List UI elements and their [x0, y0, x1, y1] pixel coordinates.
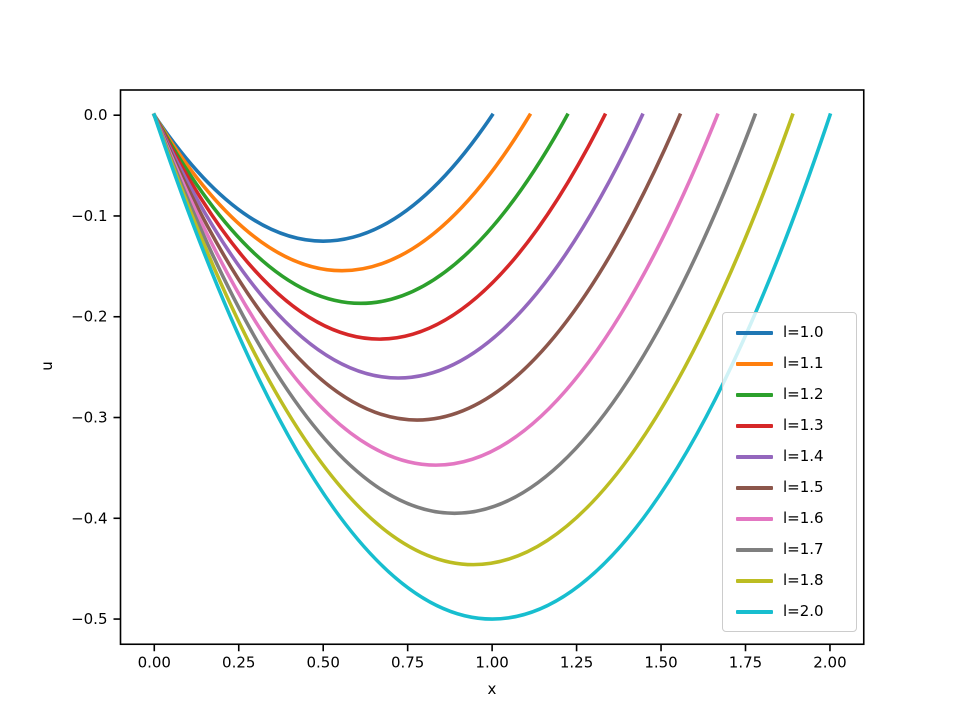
y-tick-label: −0.2 — [71, 308, 107, 326]
series-line-l=1.3 — [151, 112, 608, 341]
legend-label: l=1.5 — [783, 478, 824, 496]
legend-label: l=1.7 — [783, 540, 824, 558]
series-line-l=1.7 — [151, 112, 758, 515]
legend-label: l=2.0 — [783, 602, 824, 620]
x-axis-label: x — [488, 680, 497, 698]
y-tick-label: −0.3 — [71, 409, 107, 427]
legend-line-swatch — [736, 547, 773, 552]
legend-line-swatch — [736, 609, 773, 614]
series-lines — [151, 112, 833, 621]
y-tick-label: −0.4 — [71, 509, 107, 527]
legend-line-swatch — [736, 516, 773, 521]
series-line-l=1.2 — [151, 112, 570, 305]
legend-label: l=1.8 — [783, 571, 824, 589]
legend-item: l=1.7 — [736, 535, 856, 564]
series-line-l=1.8 — [151, 112, 795, 567]
legend-item: l=1.4 — [736, 442, 856, 471]
legend-item: l=1.1 — [736, 349, 856, 378]
legend-label: l=1.1 — [783, 354, 824, 372]
x-tick-label: 1.00 — [475, 653, 508, 671]
legend-label: l=1.6 — [783, 509, 824, 527]
legend: l=1.0 l=1.1 l=1.2 l=1.3 l=1.4 l=1.5 l=1.6 l=1.7… — [722, 312, 857, 632]
x-tick-label: 1.50 — [644, 653, 677, 671]
y-tick-label: −0.5 — [71, 610, 107, 628]
legend-line-swatch — [736, 361, 773, 366]
legend-label: l=1.4 — [783, 447, 824, 465]
legend-item: l=1.0 — [736, 318, 856, 347]
legend-item: l=2.0 — [736, 597, 856, 626]
legend-line-swatch — [736, 578, 773, 583]
series-line-l=1.5 — [151, 112, 683, 422]
legend-item: l=1.3 — [736, 411, 856, 440]
legend-label: l=1.3 — [783, 416, 824, 434]
legend-item: l=1.8 — [736, 566, 856, 595]
legend-line-swatch — [736, 330, 773, 335]
series-line-l=1.1 — [151, 112, 533, 273]
legend-label: l=1.0 — [783, 323, 824, 341]
x-tick-label: 0.50 — [307, 653, 340, 671]
x-tick-label: 0.00 — [138, 653, 171, 671]
x-tick-label: 2.00 — [813, 653, 846, 671]
x-tick-label: 0.75 — [391, 653, 424, 671]
legend-item: l=1.5 — [736, 473, 856, 502]
legend-label: l=1.2 — [783, 385, 824, 403]
series-line-l=1.4 — [151, 112, 645, 380]
legend-item: l=1.2 — [736, 380, 856, 409]
x-tick-label: 0.25 — [222, 653, 255, 671]
series-line-l=1.6 — [151, 112, 720, 467]
legend-line-swatch — [736, 392, 773, 397]
legend-line-swatch — [736, 423, 773, 428]
y-axis-label: u — [38, 361, 56, 371]
y-tick-label: 0.0 — [84, 106, 108, 124]
series-line-l=1.0 — [151, 112, 495, 243]
axis-ticks: 0.00 0.25 0.50 0.75 1.00 1.25 1.50 1.75 2.00 0.0 −… — [71, 106, 847, 671]
y-tick-label: −0.1 — [71, 207, 107, 225]
legend-line-swatch — [736, 485, 773, 490]
x-tick-label: 1.25 — [560, 653, 593, 671]
x-tick-label: 1.75 — [729, 653, 762, 671]
legend-line-swatch — [736, 454, 773, 459]
legend-item: l=1.6 — [736, 504, 856, 533]
